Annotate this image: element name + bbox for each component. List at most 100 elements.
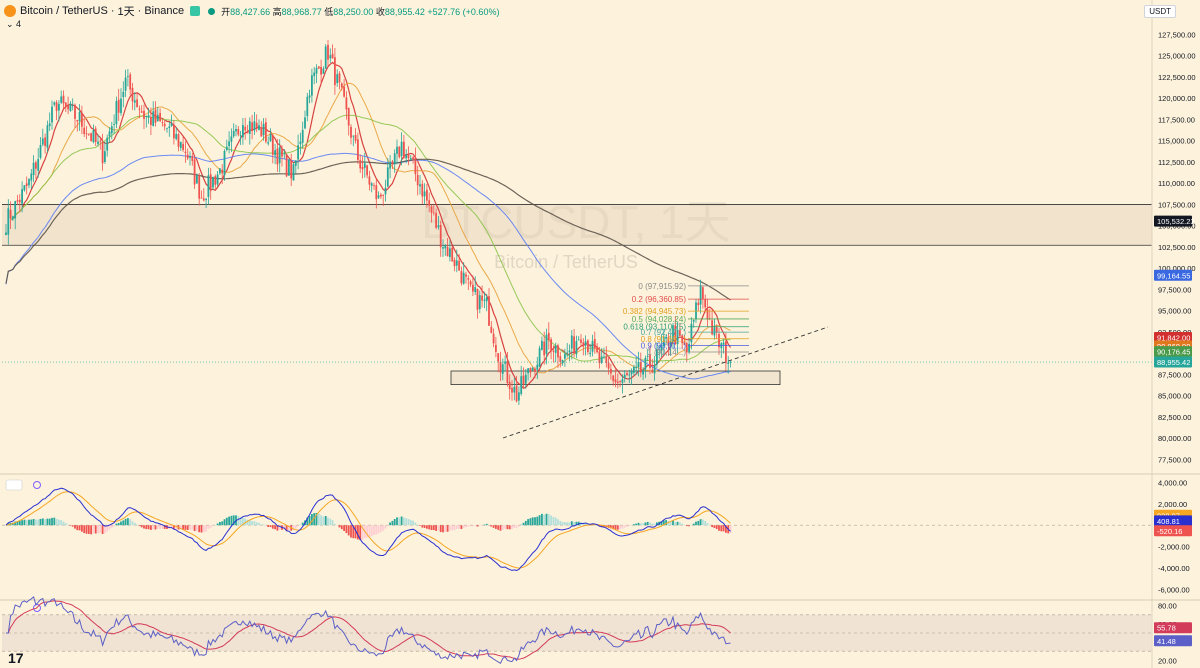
candle-body	[368, 176, 371, 185]
candle-body	[85, 133, 88, 135]
candle-body	[412, 157, 414, 160]
rsi-settings-icon[interactable]	[33, 604, 41, 612]
macd-axis-tick: -6,000.00	[1158, 585, 1190, 594]
macd-histogram-bar	[453, 525, 456, 531]
candle-body	[87, 133, 90, 135]
candle-body	[113, 124, 115, 125]
macd-histogram-bar	[722, 525, 725, 532]
candle-body	[644, 357, 647, 370]
candle-body	[168, 126, 171, 128]
macd-histogram-bar	[331, 520, 334, 526]
macd-histogram-bar	[518, 525, 520, 527]
macd-histogram-bar	[294, 525, 297, 529]
macd-settings-icon[interactable]	[33, 481, 41, 489]
candle-body	[76, 120, 79, 122]
macd-histogram-bar	[529, 518, 532, 526]
candle-body	[62, 95, 65, 104]
macd-histogram-bar	[520, 524, 523, 526]
macd-histogram-bar	[260, 524, 263, 526]
macd-histogram-bar	[449, 525, 451, 531]
tradingview-logo-icon[interactable]: 17	[8, 650, 24, 666]
candle-body	[39, 144, 42, 158]
macd-histogram-bar	[230, 515, 233, 526]
interval-label[interactable]: 1天	[117, 6, 135, 18]
macd-histogram-bar	[559, 520, 562, 526]
ascending-trendline	[502, 326, 829, 439]
candle-body	[674, 325, 677, 345]
candle-body	[577, 339, 580, 341]
macd-histogram-bar	[182, 525, 184, 530]
separator-dot: ·	[110, 5, 115, 17]
moving-average-line	[5, 158, 731, 301]
macd-histogram-bar	[416, 524, 419, 526]
macd-histogram-bar	[317, 513, 320, 526]
macd-histogram-bar	[81, 525, 83, 532]
macd-histogram-bar	[161, 525, 164, 529]
candle-body	[265, 122, 267, 142]
candle-body	[605, 356, 608, 363]
candle-body	[311, 75, 313, 96]
currency-button[interactable]: USDT	[1144, 5, 1176, 18]
candle-body	[393, 153, 396, 165]
candle-body	[133, 100, 136, 103]
macd-histogram-bar	[193, 525, 196, 532]
macd-histogram-bar	[228, 516, 230, 526]
macd-histogram-bar	[490, 525, 493, 527]
macd-histogram-bar	[278, 525, 281, 530]
close-value: 88,955.42	[384, 6, 425, 17]
macd-histogram-bar	[110, 525, 113, 528]
macd-histogram-bar	[329, 518, 332, 526]
macd-histogram-bar	[221, 521, 224, 526]
candle-body	[78, 112, 81, 122]
candle-body	[688, 343, 690, 353]
macd-histogram-bar	[536, 516, 539, 526]
macd-histogram-bar	[568, 522, 571, 526]
indicator-collapse-button[interactable]: ⌄ 4	[6, 19, 22, 29]
market-status-icon[interactable]	[190, 6, 201, 16]
candle-body	[110, 126, 113, 134]
candle-body	[531, 367, 534, 371]
macd-collapse-icon[interactable]	[5, 479, 23, 491]
macd-histogram-bar	[637, 522, 640, 526]
macd-histogram-bar	[665, 520, 667, 526]
candle-body	[683, 341, 686, 345]
candle-body	[147, 115, 150, 118]
rsi-tag-bg	[1154, 635, 1192, 647]
macd-histogram-bar	[340, 525, 343, 530]
candle-body	[722, 342, 725, 345]
candle-body	[115, 101, 118, 125]
candle-body	[285, 154, 288, 177]
macd-histogram-bar	[265, 525, 267, 526]
candle-body	[467, 278, 470, 280]
fib-level-label: 0.618 (93,110.75)	[623, 323, 686, 332]
symbol-name[interactable]: Bitcoin / TetherUS	[20, 5, 108, 17]
macd-histogram-bar	[347, 525, 350, 536]
candle-body	[580, 339, 582, 343]
macd-histogram-bar	[455, 525, 458, 530]
candle-body	[239, 135, 242, 137]
macd-histogram-bar	[541, 513, 543, 526]
price-axis-tick: 80,000.00	[1158, 434, 1191, 443]
candle-body	[649, 354, 651, 368]
price-tag: 88,955.42	[1157, 358, 1190, 367]
candle-body	[276, 148, 279, 165]
macd-histogram-bar	[405, 518, 408, 526]
macd-histogram-bar	[398, 517, 401, 526]
candle-body	[117, 99, 120, 113]
macd-histogram-bar	[239, 517, 242, 526]
macd-histogram-bar	[513, 525, 516, 528]
candle-body	[104, 151, 106, 162]
macd-histogram-bar	[699, 519, 702, 526]
candle-body	[706, 309, 709, 320]
candle-body	[488, 296, 490, 326]
candle-body	[338, 73, 341, 83]
candle-body	[30, 173, 33, 181]
candle-body	[432, 212, 435, 214]
macd-histogram-bar	[508, 525, 511, 530]
macd-histogram-bar	[60, 520, 63, 526]
symbol-header: Bitcoin / TetherUS · 1天 · Binance 开88,42…	[4, 3, 499, 19]
macd-histogram-bar	[478, 525, 481, 526]
fib-level-label: 0.5 (94,028.24)	[632, 315, 687, 324]
candle-body	[573, 336, 575, 353]
